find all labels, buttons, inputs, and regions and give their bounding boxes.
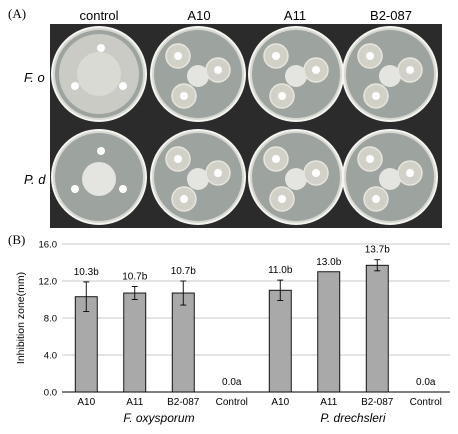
x-tick-label: A10 bbox=[77, 397, 95, 408]
paper-disc bbox=[278, 195, 286, 203]
paper-disc bbox=[278, 92, 286, 100]
bar bbox=[317, 271, 341, 393]
pathogen-colony bbox=[187, 168, 209, 190]
y-tick-label: 0.0 bbox=[44, 388, 57, 399]
data-label: 10.3b bbox=[74, 267, 99, 278]
paper-disc bbox=[406, 66, 414, 74]
x-tick-label: A10 bbox=[271, 397, 289, 408]
row-header-p-d: P. d bbox=[24, 172, 46, 187]
x-tick-label: Control bbox=[216, 397, 248, 408]
paper-disc bbox=[97, 147, 105, 155]
paper-disc bbox=[372, 92, 380, 100]
pathogen-colony bbox=[187, 65, 209, 87]
pathogen-colony bbox=[379, 168, 401, 190]
paper-disc bbox=[180, 92, 188, 100]
row-header-f-o: F. o bbox=[24, 70, 45, 85]
paper-disc bbox=[180, 195, 188, 203]
paper-disc bbox=[214, 169, 222, 177]
group-label: P. drechsleri bbox=[320, 411, 385, 425]
data-label: 10.7b bbox=[171, 266, 196, 277]
column-header-control: control bbox=[79, 8, 119, 23]
data-label: 11.0b bbox=[268, 265, 293, 276]
y-tick-label: 12.0 bbox=[39, 277, 58, 288]
paper-disc bbox=[119, 185, 127, 193]
x-tick-label: B2-087 bbox=[361, 397, 394, 408]
paper-disc bbox=[372, 195, 380, 203]
paper-disc bbox=[214, 66, 222, 74]
group-label: F. oxysporum bbox=[123, 411, 194, 425]
pathogen-colony bbox=[285, 168, 307, 190]
paper-disc bbox=[312, 66, 320, 74]
bar bbox=[171, 292, 195, 393]
data-label: 10.7b bbox=[122, 272, 147, 283]
x-tick-label: B2-087 bbox=[167, 397, 200, 408]
paper-disc bbox=[272, 52, 280, 60]
pathogen-mycelium-center bbox=[77, 52, 121, 96]
y-tick-label: 16.0 bbox=[39, 240, 58, 251]
paper-disc bbox=[312, 169, 320, 177]
paper-disc bbox=[71, 82, 79, 90]
data-label: 0.0a bbox=[222, 377, 242, 388]
paper-disc bbox=[97, 44, 105, 52]
x-tick-label: Control bbox=[410, 397, 442, 408]
x-tick-label: A11 bbox=[126, 397, 143, 408]
paper-disc bbox=[174, 155, 182, 163]
x-tick-label: A11 bbox=[320, 397, 337, 408]
column-header-a11: A11 bbox=[283, 8, 307, 23]
panel-a-label: (A) bbox=[8, 6, 27, 21]
paper-disc bbox=[119, 82, 127, 90]
bar bbox=[365, 264, 389, 393]
bar bbox=[123, 292, 147, 393]
pathogen-colony bbox=[379, 65, 401, 87]
bar bbox=[268, 289, 292, 393]
data-label: 13.0b bbox=[316, 257, 341, 268]
panel-b-label: (B) bbox=[8, 232, 26, 247]
paper-disc bbox=[71, 185, 79, 193]
data-label: 13.7b bbox=[365, 245, 390, 256]
paper-disc bbox=[366, 52, 374, 60]
y-axis-label: Inhibition zone(mm) bbox=[15, 272, 27, 364]
column-header-a10: A10 bbox=[187, 8, 211, 23]
y-tick-label: 4.0 bbox=[44, 351, 57, 362]
pathogen-colony bbox=[82, 162, 116, 196]
paper-disc bbox=[174, 52, 182, 60]
data-label: 0.0a bbox=[416, 377, 436, 388]
paper-disc bbox=[406, 169, 414, 177]
paper-disc bbox=[272, 155, 280, 163]
paper-disc bbox=[366, 155, 374, 163]
y-tick-label: 8.0 bbox=[44, 314, 57, 325]
pathogen-colony bbox=[285, 65, 307, 87]
column-header-b2-087: B2-087 bbox=[370, 8, 412, 23]
